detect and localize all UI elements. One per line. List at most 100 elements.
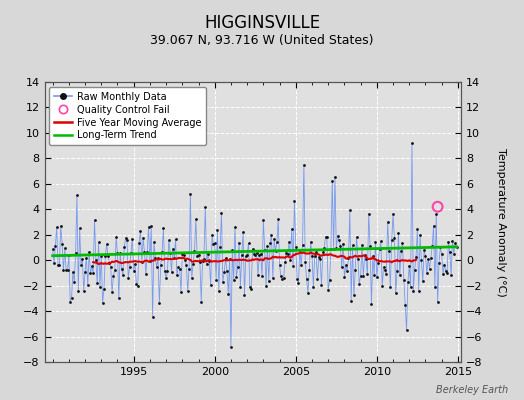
Point <box>431 284 439 290</box>
Point <box>324 287 332 293</box>
Point <box>250 250 258 257</box>
Point <box>402 327 411 334</box>
Point <box>363 271 372 278</box>
Point <box>385 248 393 255</box>
Point <box>132 281 140 287</box>
Point <box>66 298 74 305</box>
Point <box>389 211 397 218</box>
Point <box>359 273 367 279</box>
Point <box>405 262 413 269</box>
Point <box>278 276 287 283</box>
Point <box>146 258 154 264</box>
Point <box>74 288 82 294</box>
Point <box>94 239 103 246</box>
Point <box>365 210 373 217</box>
Point <box>64 252 73 258</box>
Point <box>361 252 369 259</box>
Point <box>244 240 253 246</box>
Point <box>180 251 188 258</box>
Point <box>391 290 400 296</box>
Point <box>339 240 347 247</box>
Point <box>183 288 192 294</box>
Point <box>101 253 110 259</box>
Point <box>157 262 165 268</box>
Point <box>181 257 189 263</box>
Point <box>163 268 172 274</box>
Point <box>423 270 431 276</box>
Point <box>336 243 345 249</box>
Point <box>253 250 261 256</box>
Point <box>309 284 318 290</box>
Point <box>193 253 201 260</box>
Point <box>301 258 310 265</box>
Point <box>270 236 278 242</box>
Point <box>75 225 84 232</box>
Point <box>119 272 127 278</box>
Point <box>212 277 220 283</box>
Point <box>120 244 128 250</box>
Point <box>123 237 131 243</box>
Point <box>246 284 254 290</box>
Point <box>251 252 259 258</box>
Point <box>117 265 126 272</box>
Point <box>219 278 227 285</box>
Point <box>326 246 335 252</box>
Point <box>283 251 292 257</box>
Point <box>262 283 270 289</box>
Point <box>436 244 444 251</box>
Point <box>112 234 121 240</box>
Point <box>331 174 339 180</box>
Point <box>348 242 357 248</box>
Point <box>129 267 138 274</box>
Point <box>50 260 58 266</box>
Point <box>381 267 389 274</box>
Point <box>290 198 299 204</box>
Point <box>450 250 458 257</box>
Point <box>105 260 114 266</box>
Point <box>148 314 157 320</box>
Point <box>285 239 293 246</box>
Point <box>159 225 168 232</box>
Point <box>134 283 142 289</box>
Point <box>279 275 288 281</box>
Point <box>288 226 296 232</box>
Point <box>204 250 212 257</box>
Point <box>351 267 359 274</box>
Point <box>217 210 226 216</box>
Point <box>243 251 252 258</box>
Point <box>267 232 276 238</box>
Point <box>362 256 370 262</box>
Point <box>127 250 135 256</box>
Point <box>227 344 235 350</box>
Point <box>162 274 170 281</box>
Point <box>302 275 311 282</box>
Point <box>440 262 449 268</box>
Point <box>55 262 63 268</box>
Point <box>73 192 81 198</box>
Y-axis label: Temperature Anomaly (°C): Temperature Anomaly (°C) <box>496 148 506 296</box>
Point <box>408 140 416 146</box>
Point <box>276 262 284 269</box>
Point <box>368 253 377 259</box>
Point <box>255 252 264 258</box>
Point <box>221 255 230 261</box>
Text: HIGGINSVILLE: HIGGINSVILLE <box>204 14 320 32</box>
Point <box>89 270 97 276</box>
Point <box>185 266 193 272</box>
Point <box>248 246 257 252</box>
Point <box>259 217 268 223</box>
Point <box>319 249 327 256</box>
Point <box>151 255 159 262</box>
Point <box>419 278 427 285</box>
Point <box>144 224 152 230</box>
Point <box>335 236 343 243</box>
Point <box>88 263 96 270</box>
Point <box>296 246 304 253</box>
Point <box>356 272 365 279</box>
Point <box>311 253 319 260</box>
Point <box>413 226 421 232</box>
Point <box>192 216 200 222</box>
Point <box>147 223 156 230</box>
Point <box>263 243 271 249</box>
Point <box>424 256 432 262</box>
